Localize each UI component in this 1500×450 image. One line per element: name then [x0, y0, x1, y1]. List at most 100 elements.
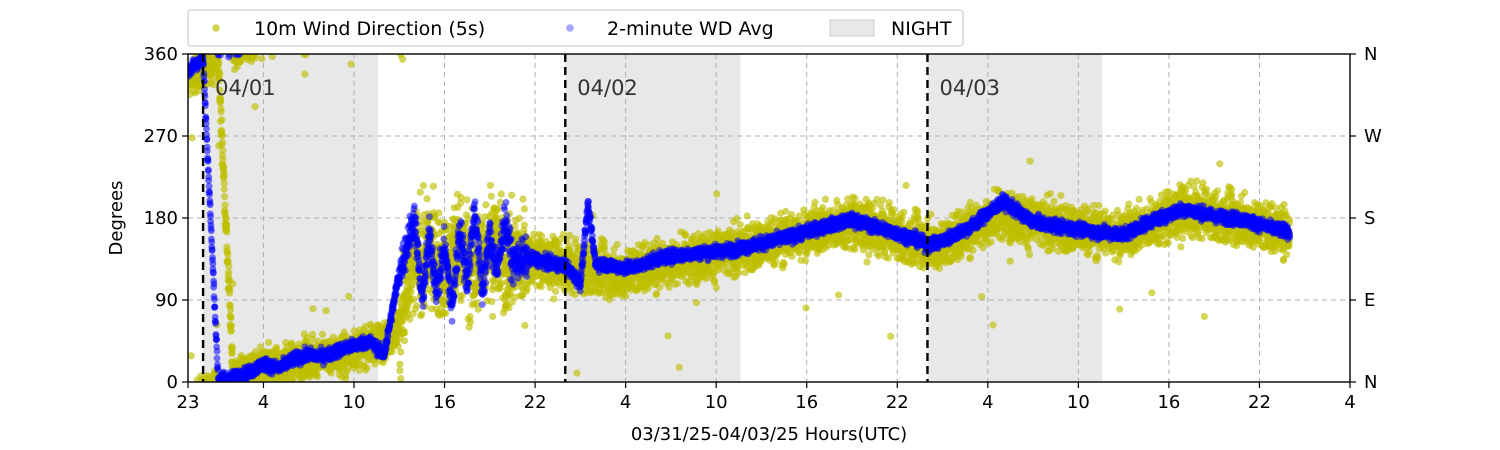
wind-direction-point: [644, 285, 652, 293]
wind-direction-point: [508, 191, 516, 199]
wind-direction-point: [225, 262, 233, 270]
wind-direction-point: [220, 179, 228, 187]
wind-direction-point: [343, 366, 351, 374]
wind-direction-point: [664, 332, 672, 340]
wind-direction-point: [397, 375, 405, 382]
wind-direction-point: [713, 190, 721, 198]
wind-direction-point: [214, 59, 222, 68]
wind-direction-point: [210, 81, 218, 89]
wind-direction-point: [221, 201, 229, 209]
wind-direction-point: [347, 60, 355, 68]
wind-direction-point: [401, 328, 409, 337]
wind-direction-point: [220, 171, 228, 179]
wind-direction-point: [802, 304, 810, 312]
wind-direction-point: [251, 54, 260, 62]
wind-direction-point: [327, 369, 335, 377]
grid-layer: [188, 54, 1350, 382]
wind-direction-point: [301, 70, 309, 78]
wind-direction-point: [889, 205, 897, 214]
wind-direction-point: [482, 201, 490, 209]
wind-direction-point: [313, 372, 322, 381]
wind-direction-point: [675, 363, 683, 371]
wind-direction-point: [497, 190, 505, 198]
wind-direction-point: [656, 283, 664, 291]
wind-direction-point: [215, 76, 223, 85]
wind-direction-point: [236, 57, 245, 66]
wind-direction-point: [345, 292, 353, 301]
wind-direction-point: [653, 234, 661, 243]
wind-direction-point: [363, 364, 371, 372]
wind-direction-point: [225, 268, 233, 276]
wind-direction-point: [772, 257, 780, 265]
wind-direction-point: [885, 198, 893, 207]
wind-direction-point: [220, 185, 228, 193]
wind-direction-point: [227, 314, 235, 322]
wind-direction-point: [322, 307, 330, 315]
wind-direction-point: [487, 192, 495, 200]
wind-direction-point: [573, 369, 581, 377]
wind-direction-point: [692, 299, 701, 307]
wind-direction-point: [396, 367, 404, 375]
wind-direction-point: [887, 332, 895, 340]
wind-direction-point: [223, 228, 231, 236]
wind-direction-point: [851, 245, 859, 254]
wind-direction-point: [226, 305, 235, 313]
wind-direction-point: [521, 321, 529, 330]
wind-direction-point: [821, 195, 830, 203]
wind-direction-point: [222, 215, 230, 223]
wind-direction-point: [218, 116, 226, 124]
wind-direction-point: [863, 258, 871, 266]
wind-direction-point: [419, 181, 428, 190]
wind-direction-point: [515, 214, 523, 222]
wind-direction-point: [519, 195, 527, 203]
wind-direction-point: [435, 209, 443, 217]
wind-direction-point: [550, 295, 558, 303]
wind-direction-point: [489, 312, 497, 321]
wind-direction-point: [600, 238, 609, 246]
wind-direction-point: [463, 196, 471, 204]
wind-direction-point: [736, 221, 744, 229]
wind-direction-point: [819, 203, 827, 212]
wind-direction-point: [226, 286, 234, 294]
wind-direction-point: [221, 193, 229, 201]
wind-direction-point: [442, 309, 450, 317]
wind-direction-point: [396, 360, 404, 368]
wind-direction-point: [537, 232, 546, 240]
wind-direction-point: [409, 295, 418, 303]
wind-direction-point: [218, 138, 227, 146]
wind-direction-point: [219, 146, 227, 155]
wind-direction-point: [268, 54, 276, 61]
wind-direction-point: [218, 131, 227, 139]
wind-direction-point: [416, 188, 424, 196]
wind-direction-point: [494, 205, 502, 213]
wind-direction-point: [228, 345, 236, 353]
wind-direction-point: [219, 155, 227, 164]
wind-direction-point: [712, 284, 720, 292]
wind-direction-point: [613, 240, 621, 249]
wind-direction-point: [398, 55, 407, 63]
wind-direction-point: [520, 205, 528, 213]
wind-direction-point: [418, 310, 426, 318]
wind-direction-point: [571, 235, 580, 243]
wind-direction-point: [400, 337, 409, 345]
wind-direction-point: [914, 208, 922, 216]
wind-direction-point: [264, 338, 273, 346]
wind-direction-point: [681, 231, 690, 239]
wind-direction-point: [258, 55, 266, 63]
wind-direction-point: [622, 292, 630, 300]
wind-direction-point: [224, 251, 232, 259]
wind-direction-point: [229, 280, 237, 288]
wind-direction-point: [735, 269, 743, 277]
wind-direction-point: [902, 181, 910, 190]
wind-direction-point: [227, 322, 236, 330]
wind-direction-point: [217, 104, 225, 113]
wind-direction-point: [811, 198, 819, 206]
wind-direction-point: [216, 69, 224, 77]
wind-direction-point: [733, 215, 741, 223]
wind-direction-point: [309, 305, 317, 313]
wind-direction-point: [743, 212, 751, 220]
wind-direction-point: [216, 86, 224, 94]
wind-direction-point: [397, 348, 405, 356]
wind-direction-point: [787, 211, 796, 219]
